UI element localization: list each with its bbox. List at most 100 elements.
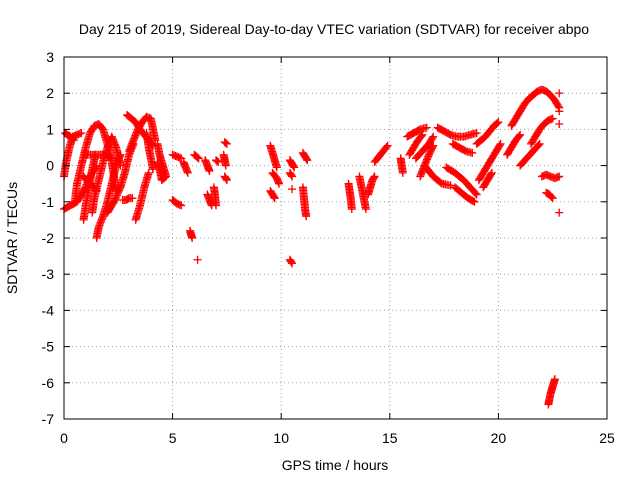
y-axis-label: SDTVAR / TECUs xyxy=(4,182,20,294)
data-point xyxy=(193,255,202,264)
x-tick-label: 10 xyxy=(273,430,289,446)
y-tick-label: -1 xyxy=(42,194,55,210)
data-point xyxy=(550,375,559,384)
data-point xyxy=(153,157,162,166)
data-point xyxy=(418,130,427,139)
data-point xyxy=(222,176,231,185)
data-point xyxy=(446,181,455,190)
data-point xyxy=(68,135,77,144)
data-point xyxy=(214,157,223,166)
data-point xyxy=(515,132,524,141)
data-point xyxy=(470,197,479,206)
data-point xyxy=(183,168,192,177)
data-point xyxy=(548,194,557,203)
data-point xyxy=(287,171,296,180)
data-point xyxy=(548,114,557,123)
data-point xyxy=(471,189,480,198)
data-point xyxy=(428,143,437,152)
data-point xyxy=(188,234,197,242)
data-point xyxy=(303,156,312,165)
x-tick-label: 20 xyxy=(491,430,507,446)
x-tick-label: 15 xyxy=(382,430,398,446)
gridlines xyxy=(64,57,607,419)
y-tick-label: -7 xyxy=(42,411,55,427)
y-tick-label: -2 xyxy=(42,230,55,246)
data-point xyxy=(487,168,496,177)
data-point xyxy=(428,134,437,143)
data-point xyxy=(534,141,543,150)
data-point xyxy=(288,259,297,268)
data-point xyxy=(128,194,137,203)
data-point xyxy=(269,192,278,201)
data-point xyxy=(144,168,153,177)
data-point xyxy=(287,258,296,267)
data-point xyxy=(91,185,100,194)
data-point xyxy=(194,154,203,163)
data-point xyxy=(495,141,504,150)
x-tick-label: 25 xyxy=(599,430,615,446)
data-point xyxy=(555,107,564,116)
data-point xyxy=(383,141,392,150)
data-point xyxy=(270,194,279,203)
data-point xyxy=(222,139,231,148)
data-point xyxy=(275,179,284,188)
axis-ticks xyxy=(63,56,608,420)
data-point xyxy=(468,148,477,157)
data-point xyxy=(288,185,297,194)
data-point xyxy=(472,129,481,138)
data-point xyxy=(290,163,299,172)
data-point xyxy=(302,212,311,221)
data-point xyxy=(106,153,115,162)
y-tick-label: -4 xyxy=(42,302,55,318)
data-point xyxy=(289,162,298,171)
data-point xyxy=(193,153,202,162)
data-point xyxy=(429,141,438,150)
x-tick-labels: 0 5 10 15 20 25 xyxy=(60,430,615,446)
data-point xyxy=(116,150,125,159)
data-point xyxy=(369,173,378,182)
data-point xyxy=(496,139,505,148)
data-point xyxy=(212,201,221,210)
data-point xyxy=(205,167,214,176)
y-tick-labels: -7 -6 -5 -4 -3 -2 -1 0 1 2 3 xyxy=(42,49,55,427)
y-tick-label: 1 xyxy=(46,121,54,137)
data-point xyxy=(554,102,563,111)
y-tick-label: 2 xyxy=(46,85,54,101)
data-point xyxy=(555,208,564,217)
x-tick-label: 5 xyxy=(169,430,177,446)
data-point xyxy=(222,174,231,183)
x-tick-label: 0 xyxy=(60,430,68,446)
data-point xyxy=(422,123,431,132)
data-point xyxy=(177,201,186,210)
data-point xyxy=(221,138,230,147)
data-point xyxy=(493,119,502,128)
data-point xyxy=(107,154,116,163)
data-point xyxy=(516,130,525,139)
data-point xyxy=(69,136,78,145)
data-point xyxy=(213,157,222,166)
x-axis-label: GPS time / hours xyxy=(282,457,389,473)
data-point xyxy=(398,168,407,177)
data-point xyxy=(361,205,370,214)
chart-title: Day 215 of 2019, Sidereal Day-to-day VTE… xyxy=(79,21,589,37)
data-point xyxy=(221,161,230,170)
data-point xyxy=(370,172,379,181)
data-point xyxy=(272,163,281,172)
plot-frame xyxy=(63,56,608,420)
y-tick-label: -3 xyxy=(42,266,55,282)
data-point xyxy=(472,190,481,199)
data-point xyxy=(469,197,478,206)
y-tick-label: -5 xyxy=(42,339,55,355)
data-point xyxy=(535,139,544,148)
y-tick-label: 3 xyxy=(46,49,54,65)
data-point xyxy=(302,154,311,163)
data-point xyxy=(288,172,297,181)
data-point xyxy=(547,192,556,201)
data-point xyxy=(494,118,503,127)
data-point xyxy=(347,205,356,214)
data-points xyxy=(60,85,564,409)
data-point xyxy=(382,143,391,152)
data-point xyxy=(429,132,438,141)
data-point xyxy=(77,129,86,138)
